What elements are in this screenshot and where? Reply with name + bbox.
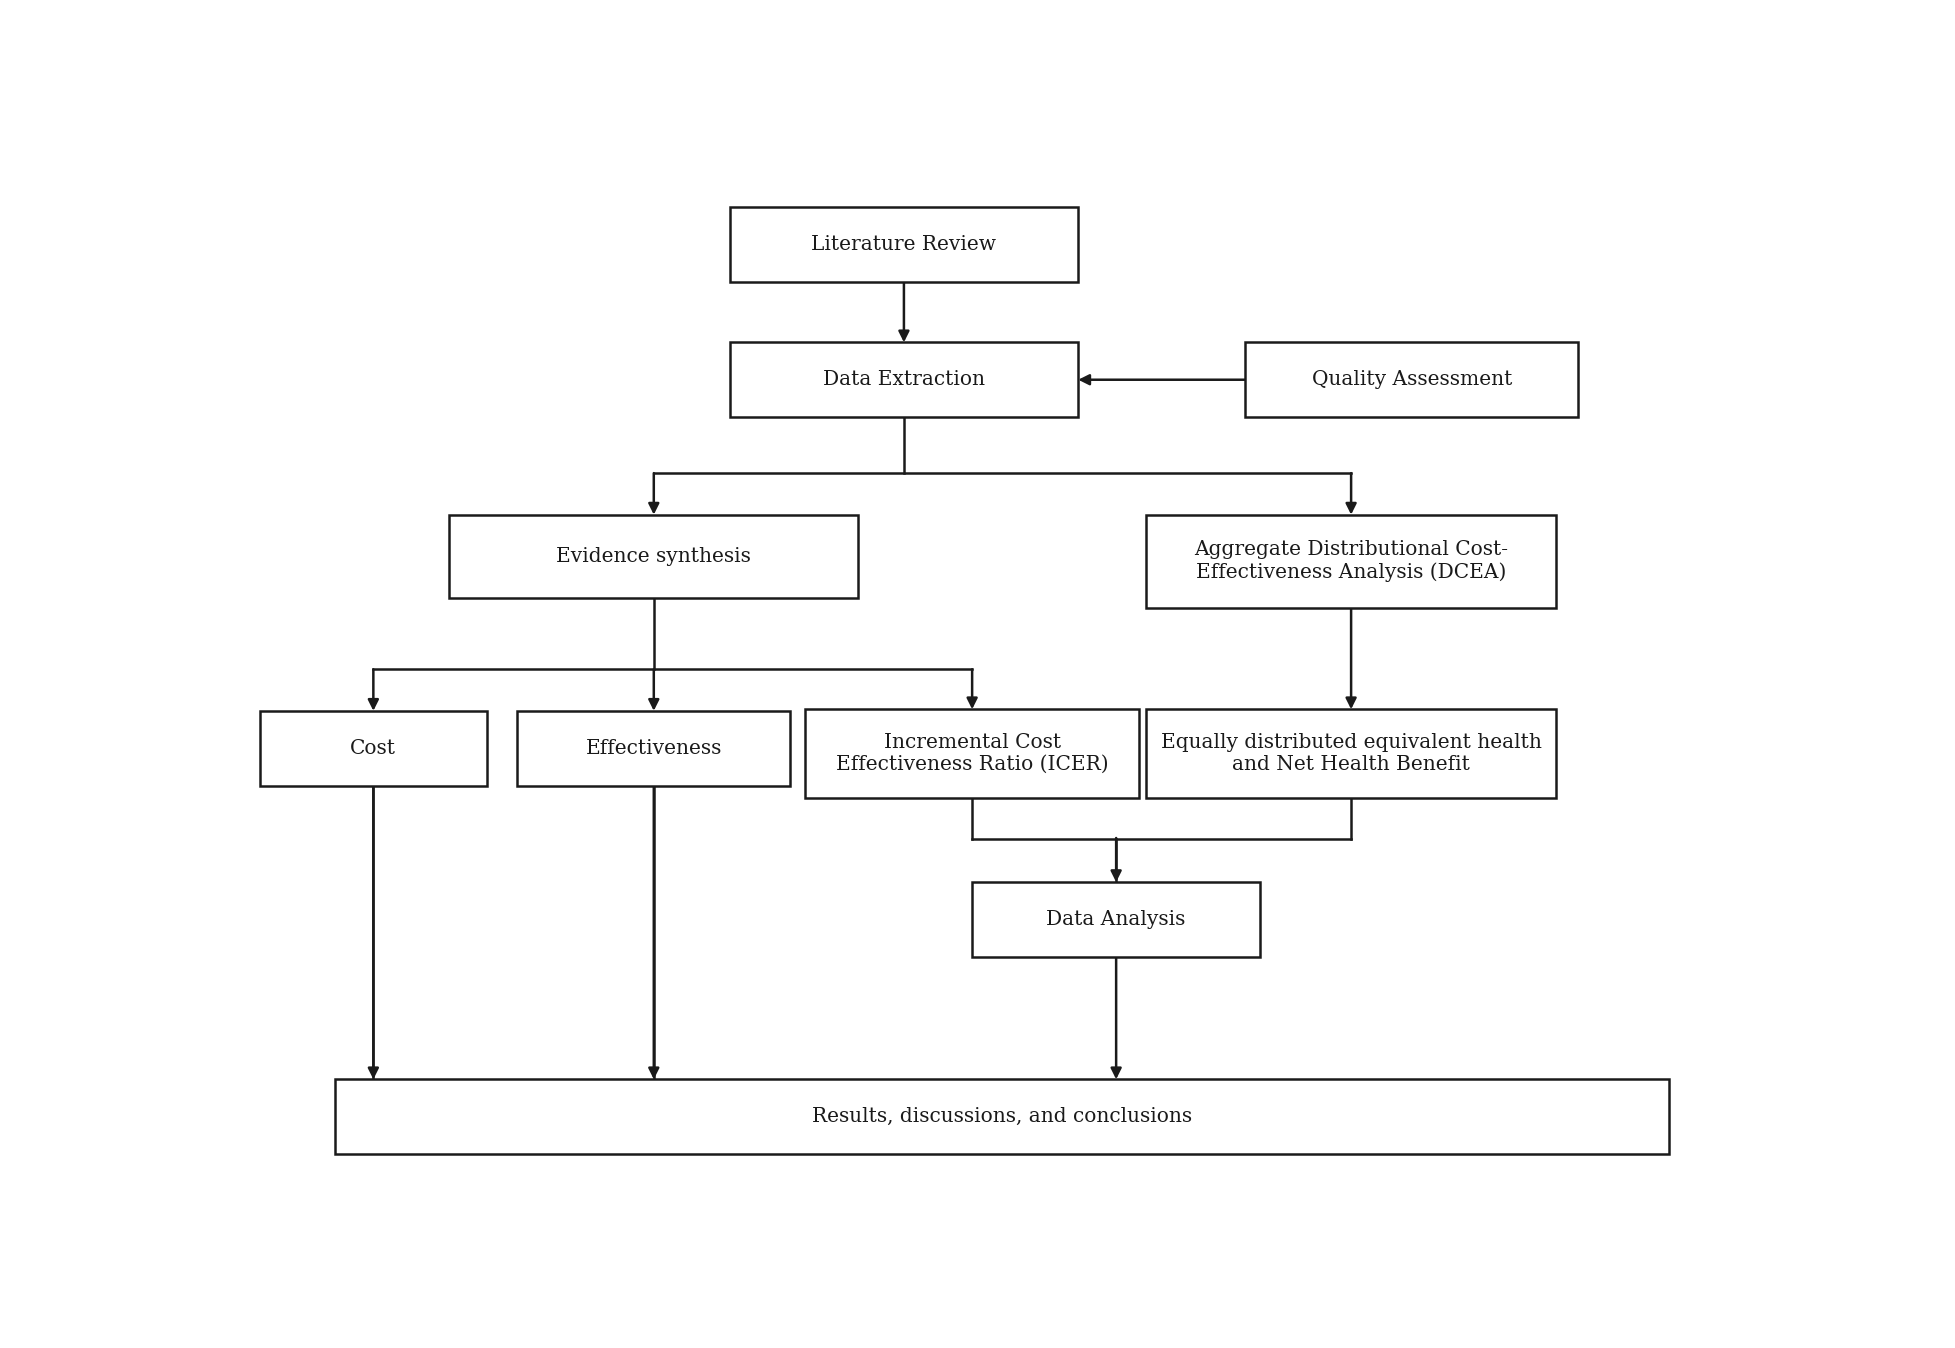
FancyBboxPatch shape [260,710,487,786]
Text: Effectiveness: Effectiveness [585,739,721,758]
FancyBboxPatch shape [729,208,1077,282]
Text: Data Extraction: Data Extraction [823,371,985,390]
Text: Quality Assessment: Quality Assessment [1312,371,1511,390]
Text: Literature Review: Literature Review [811,236,995,255]
FancyBboxPatch shape [729,342,1077,417]
FancyBboxPatch shape [1146,515,1554,608]
Text: Incremental Cost
Effectiveness Ratio (ICER): Incremental Cost Effectiveness Ratio (IC… [835,733,1108,774]
Text: Equally distributed equivalent health
and Net Health Benefit: Equally distributed equivalent health an… [1159,733,1541,774]
Text: Aggregate Distributional Cost-
Effectiveness Analysis (DCEA): Aggregate Distributional Cost- Effective… [1193,541,1507,582]
FancyBboxPatch shape [1245,342,1578,417]
Text: Evidence synthesis: Evidence synthesis [555,547,751,566]
FancyBboxPatch shape [805,709,1138,798]
FancyBboxPatch shape [336,1080,1668,1154]
Text: Cost: Cost [350,739,397,758]
FancyBboxPatch shape [972,882,1259,957]
FancyBboxPatch shape [516,710,790,786]
Text: Results, discussions, and conclusions: Results, discussions, and conclusions [811,1107,1193,1126]
FancyBboxPatch shape [450,515,858,597]
FancyBboxPatch shape [1146,709,1554,798]
Text: Data Analysis: Data Analysis [1046,910,1185,929]
